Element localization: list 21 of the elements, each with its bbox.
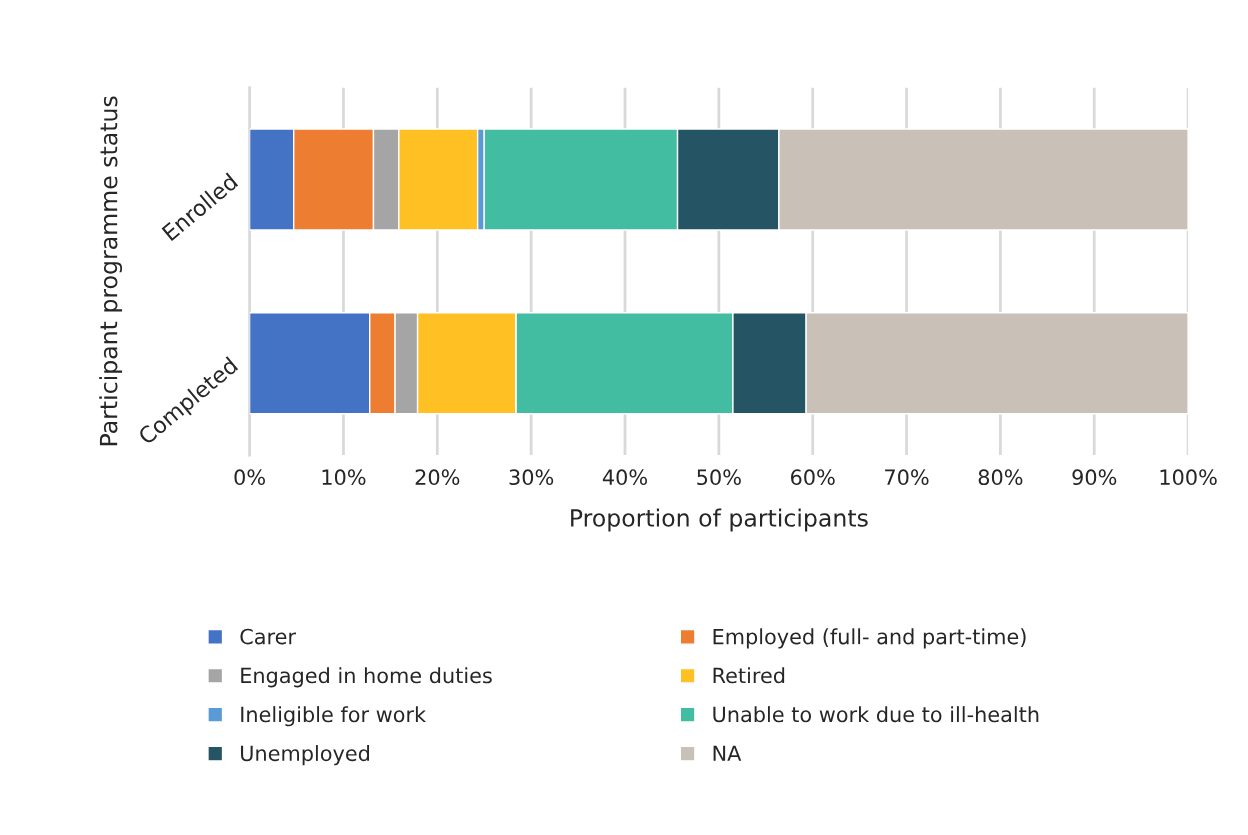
x-tick-label: 100%: [1160, 469, 1217, 486]
x-tick-label: 80%: [978, 469, 1023, 486]
x-axis-title: Proportion of participants: [571, 508, 868, 532]
legend-label: NA: [713, 745, 742, 761]
x-tick-label: 70%: [885, 469, 929, 486]
x-tick-label: 10%: [322, 469, 366, 486]
x-tick-label: 30%: [509, 469, 554, 486]
x-tick-label: 20%: [415, 469, 460, 486]
x-tick-label: 60%: [791, 469, 835, 486]
legend-label: Ineligible for work: [241, 706, 427, 727]
legend-label: Unemployed: [241, 745, 370, 766]
legend-label: Carer: [240, 628, 296, 645]
legend-label: Retired: [713, 667, 785, 684]
x-tick-label: 40%: [602, 469, 647, 486]
x-tick-label: 90%: [1072, 469, 1117, 486]
legend-label: Employed (full- and part-time): [713, 628, 1026, 649]
y-axis-title: Participant programme status: [99, 96, 123, 446]
x-tick-label: 50%: [697, 469, 741, 486]
legend-label: Unable to work due to ill-health: [713, 706, 1039, 723]
legend-label: Engaged in home duties: [241, 667, 492, 688]
x-tick-label: 0%: [234, 469, 265, 486]
